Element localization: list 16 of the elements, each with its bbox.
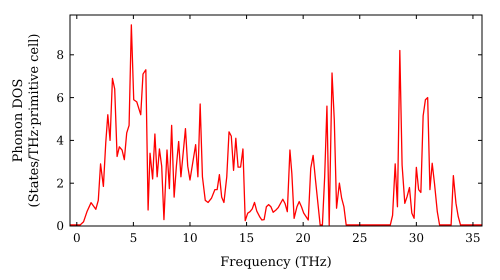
x-tick-label: 5	[130, 231, 138, 245]
x-tick-label: 10	[182, 231, 198, 245]
x-tick-label: 25	[352, 231, 368, 245]
x-tick-label: 35	[465, 231, 481, 245]
x-tick-label: 0	[72, 231, 81, 245]
y-tick-label: 8	[56, 48, 64, 62]
y-tick-label: 4	[56, 134, 64, 148]
line-series	[69, 24, 483, 226]
y-tick-label: 6	[56, 90, 64, 105]
y-axis-title: Phonon DOS (States/THz·primitive cell)	[11, 33, 42, 208]
x-tick-label: 30	[408, 231, 424, 245]
x-tick-label: 15	[238, 231, 254, 245]
x-axis-title: Frequency (THz)	[220, 255, 332, 270]
y-tick-label: 2	[56, 176, 64, 190]
y-tick-label: 0	[56, 219, 64, 234]
x-tick-label: 20	[296, 231, 311, 245]
